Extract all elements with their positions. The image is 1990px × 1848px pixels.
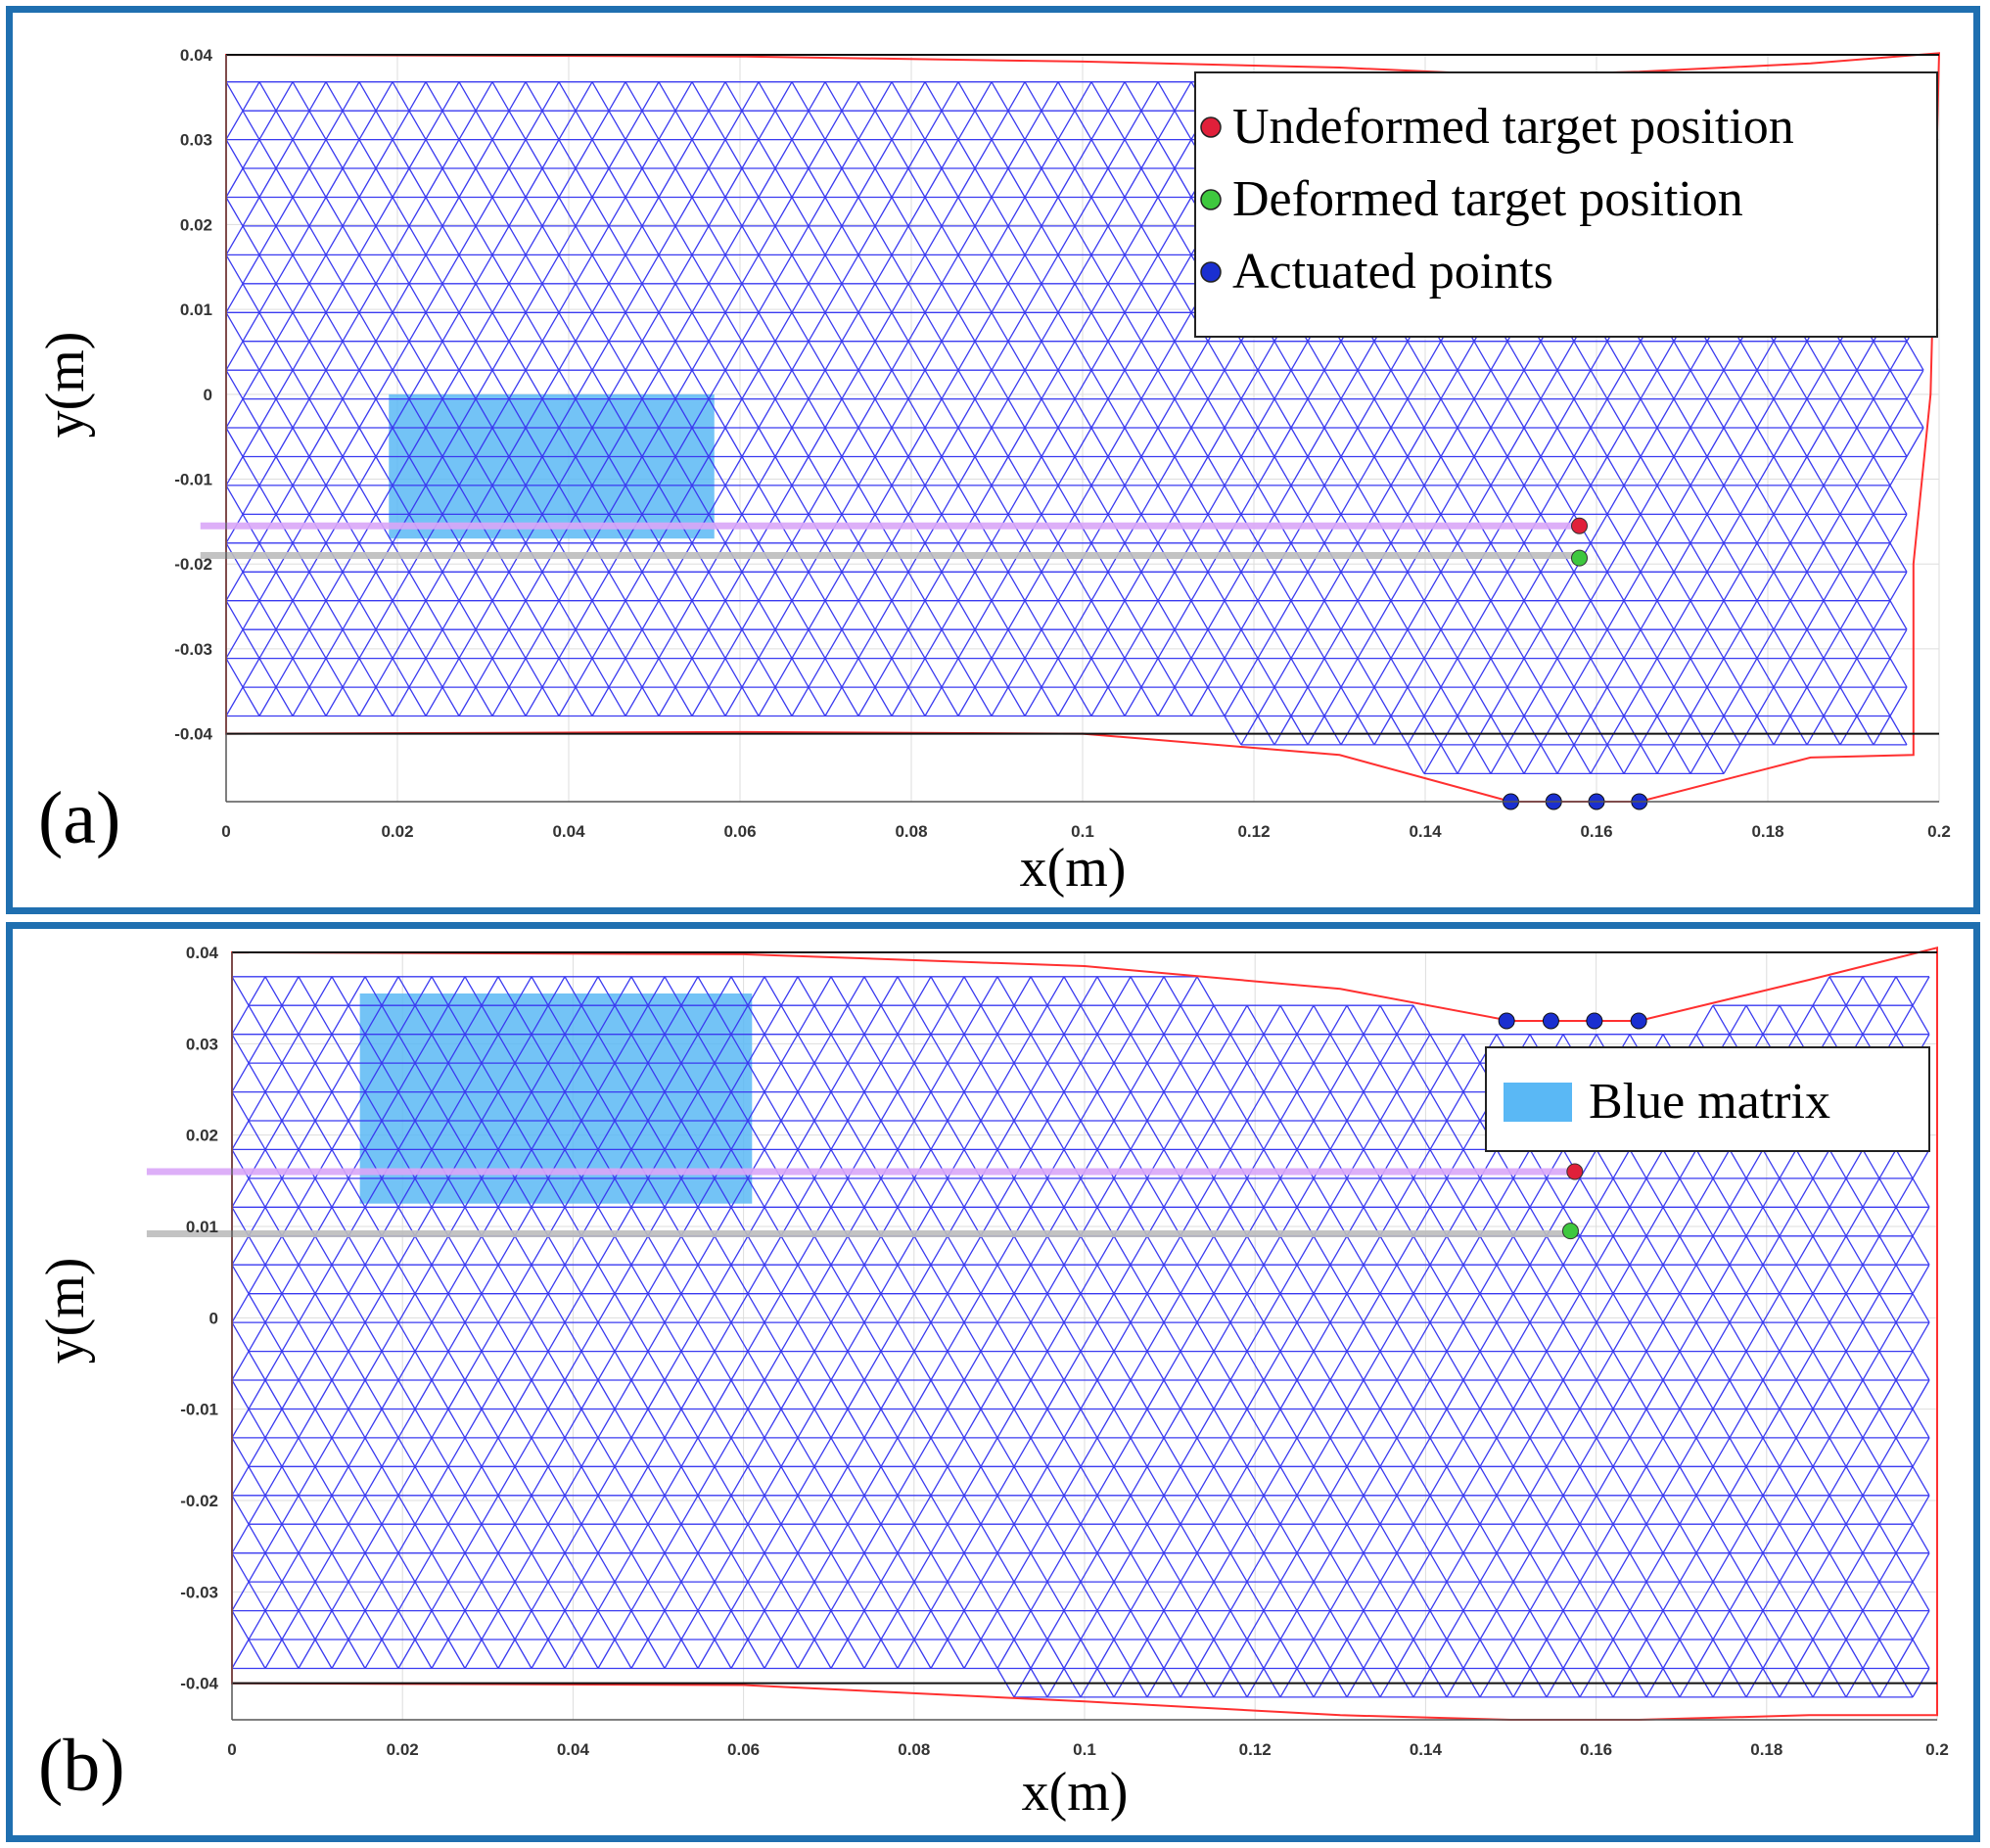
actuated-point [1630,1012,1647,1030]
x-tick-label: 0.04 [557,1740,590,1759]
deformed-boundary [231,947,1938,1721]
y-tick-label: 0 [209,1309,218,1327]
legend-marker-undeformed [1200,116,1222,138]
x-tick-label: 0.18 [1751,822,1783,841]
panel-b-frame: 0 0.02 0.04 0.06 0.08 0.1 0.12 0.14 0.16 0.18 0.2 0… [6,922,1980,1842]
y-tick-label: 0.04 [180,46,213,65]
actuated-point [1542,1012,1559,1030]
legend: Blue matrix [1485,1046,1930,1152]
legend-label: Blue matrix [1589,1074,1830,1130]
x-tick-label: 0.12 [1239,1740,1272,1759]
y-tick-label: 0 [204,386,212,404]
x-tick-label: 0.16 [1580,1740,1612,1759]
x-tick-label: 0.06 [727,1740,760,1759]
y-tick-label: -0.01 [174,471,212,489]
actuated-point [1586,1012,1603,1030]
legend-box [1194,71,1938,338]
y-tick-label: -0.02 [174,555,212,574]
undeformed-target-point [1571,517,1588,534]
actuated-point [1498,1012,1515,1030]
undeformed-target-point [1566,1163,1584,1180]
y-tick-label: 0.01 [186,1218,218,1236]
y-tick-label: -0.01 [180,1401,218,1419]
y-tick-label: 0.04 [186,944,219,962]
x-tick-label: 0.1 [1073,1740,1096,1759]
x-axis-label: x(m) [1020,838,1127,899]
x-tick-label: 0.1 [1071,822,1094,841]
y-tick-label: 0.02 [186,1127,218,1145]
legend-label: Undeformed target position [1232,99,1794,155]
x-tick-label: 0.14 [1409,822,1442,841]
x-tick-label: 0.16 [1580,822,1612,841]
y-tick-label: 0.02 [180,215,212,234]
x-tick-label: 0.06 [723,822,756,841]
panel-b-chart: 0 0.02 0.04 0.06 0.08 0.1 0.12 0.14 0.16 0.18 0.2 0… [35,944,1949,1823]
y-tick-label: -0.03 [174,640,212,659]
x-tick-label: 0 [221,822,230,841]
legend-marker-deformed [1200,189,1222,210]
y-tick-label: -0.02 [180,1492,218,1510]
x-tick-label: 0.2 [1925,1740,1949,1759]
y-tick-label: -0.04 [174,725,212,744]
deformed-target-point [1561,1223,1579,1240]
panel-a-frame: 0 0.02 0.04 0.06 0.08 0.1 0.12 0.14 0.16 0.18 0.2 0… [6,6,1980,914]
x-tick-label: 0.14 [1410,1740,1443,1759]
y-axis-label: y(m) [35,332,96,439]
y-tick-label: -0.03 [180,1583,218,1601]
panel-a-chart: 0 0.02 0.04 0.06 0.08 0.1 0.12 0.14 0.16 0.18 0.2 0… [35,46,1951,899]
y-tick-label: 0.01 [180,300,212,319]
panel-label: (a) [38,777,120,859]
x-tick-label: 0.2 [1927,822,1951,841]
x-tick-label: 0 [227,1740,236,1759]
y-tick-label: 0.03 [180,131,212,150]
panel-label: (b) [38,1725,125,1807]
legend-label: Deformed target position [1232,171,1743,227]
x-tick-label: 0.02 [387,1740,419,1759]
deformed-target-point [1571,549,1588,567]
x-tick-label: 0.04 [552,822,585,841]
x-tick-label: 0.08 [898,1740,930,1759]
legend-marker-actuated [1200,261,1222,283]
x-tick-label: 0.02 [381,822,413,841]
x-axis-label: x(m) [1022,1762,1129,1823]
legend-swatch-blue-matrix [1504,1083,1572,1122]
legend-label: Actuated points [1232,244,1553,300]
y-axis-label: y(m) [35,1258,96,1364]
y-tick-label: 0.03 [186,1035,218,1053]
legend: Undeformed target position Deformed targe… [1194,71,1938,338]
x-tick-label: 0.18 [1750,1740,1782,1759]
y-tick-label: -0.04 [180,1675,218,1693]
x-tick-label: 0.08 [895,822,927,841]
x-tick-label: 0.12 [1237,822,1270,841]
